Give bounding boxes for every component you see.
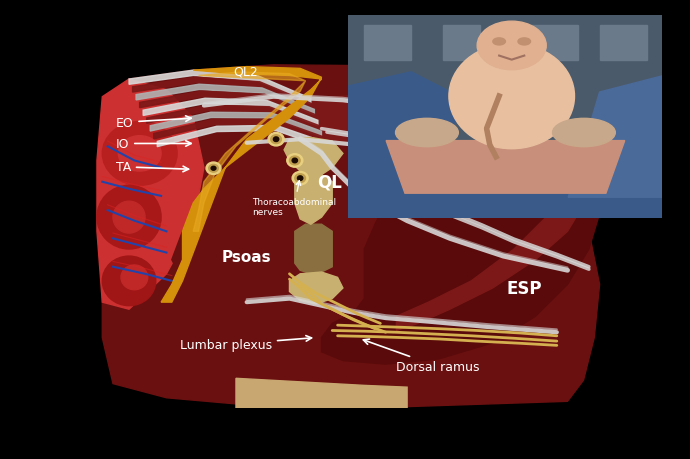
Ellipse shape — [102, 122, 177, 186]
Polygon shape — [132, 78, 313, 110]
Polygon shape — [193, 73, 306, 232]
Polygon shape — [348, 168, 662, 218]
Ellipse shape — [292, 172, 308, 185]
Polygon shape — [348, 73, 458, 198]
Ellipse shape — [270, 135, 282, 144]
Text: IO: IO — [116, 138, 191, 151]
Polygon shape — [295, 175, 333, 225]
Polygon shape — [348, 16, 662, 218]
Polygon shape — [300, 96, 450, 147]
Text: ESP: ESP — [507, 280, 542, 297]
Text: QL: QL — [317, 174, 342, 191]
Ellipse shape — [121, 265, 148, 290]
Text: EO: EO — [116, 117, 191, 129]
Ellipse shape — [292, 159, 297, 163]
Polygon shape — [172, 140, 364, 308]
Polygon shape — [600, 26, 647, 61]
Polygon shape — [150, 113, 322, 137]
Polygon shape — [154, 120, 323, 143]
Ellipse shape — [297, 176, 303, 181]
Ellipse shape — [493, 39, 505, 46]
Polygon shape — [143, 99, 318, 126]
Polygon shape — [386, 141, 624, 194]
Polygon shape — [147, 106, 319, 132]
Text: QL2: QL2 — [233, 66, 258, 78]
Polygon shape — [136, 85, 315, 116]
Polygon shape — [284, 138, 343, 175]
Polygon shape — [97, 80, 204, 309]
Ellipse shape — [273, 138, 279, 142]
Polygon shape — [386, 106, 461, 131]
Ellipse shape — [113, 202, 145, 234]
Polygon shape — [364, 26, 411, 61]
Ellipse shape — [211, 167, 216, 171]
Polygon shape — [139, 92, 316, 121]
Ellipse shape — [208, 165, 218, 173]
Polygon shape — [396, 140, 589, 331]
Polygon shape — [521, 26, 578, 61]
Ellipse shape — [206, 162, 221, 175]
Ellipse shape — [518, 39, 531, 46]
Ellipse shape — [268, 133, 284, 146]
Ellipse shape — [449, 45, 575, 149]
Ellipse shape — [119, 136, 161, 172]
Text: Psoas: Psoas — [222, 249, 271, 264]
Ellipse shape — [102, 257, 156, 306]
Polygon shape — [322, 134, 600, 364]
Polygon shape — [161, 67, 322, 302]
Polygon shape — [568, 77, 662, 198]
Ellipse shape — [553, 119, 615, 147]
Text: Dorsal ramus: Dorsal ramus — [364, 339, 480, 373]
Text: Thoracoabdominal
nerves: Thoracoabdominal nerves — [252, 181, 336, 217]
Ellipse shape — [290, 157, 300, 166]
Ellipse shape — [395, 119, 458, 147]
Text: TA: TA — [116, 161, 188, 174]
Ellipse shape — [287, 154, 303, 168]
Polygon shape — [157, 126, 325, 148]
Polygon shape — [129, 71, 311, 105]
Polygon shape — [295, 225, 333, 274]
Polygon shape — [443, 26, 480, 61]
Ellipse shape — [477, 22, 546, 71]
Polygon shape — [290, 273, 343, 304]
Text: Lumbar plexus: Lumbar plexus — [180, 336, 312, 352]
Ellipse shape — [295, 174, 306, 183]
Ellipse shape — [97, 186, 161, 249]
Polygon shape — [236, 379, 407, 409]
Polygon shape — [102, 66, 600, 409]
